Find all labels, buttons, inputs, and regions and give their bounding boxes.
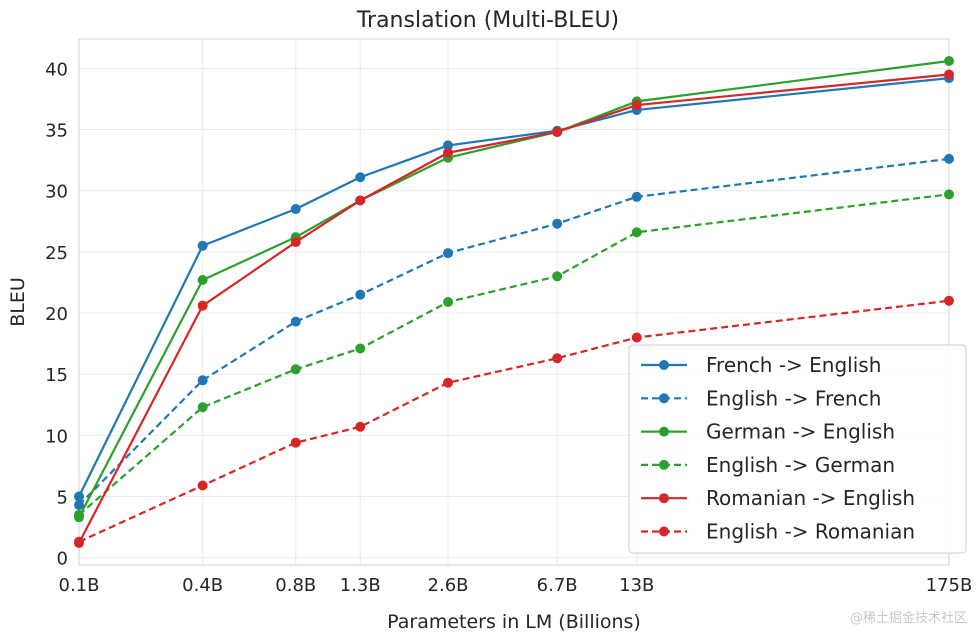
series-line [78,77,950,497]
data-point [631,227,642,238]
y-tick-label: 0 [57,549,68,570]
legend-marker [659,426,669,437]
x-tick-label: 0.8B [275,575,316,596]
x-tick-label: 1.3B [340,575,381,596]
data-point [74,491,84,502]
y-tick-label: 25 [45,243,68,264]
data-point [197,402,208,413]
data-point [552,353,563,364]
legend-marker [659,459,669,470]
y-axis-label: BLEU [7,277,29,327]
y-tick-label: 10 [45,426,68,447]
data-point [552,271,563,282]
data-point [443,147,454,158]
data-point [197,274,208,285]
data-point [552,218,563,229]
legend-box [628,344,967,554]
data-point [355,289,366,300]
series-line [78,73,950,544]
data-point [355,421,366,432]
series-line [78,193,950,516]
data-point [944,189,954,200]
series-group [74,153,954,511]
axis-ticks: 0 5 10 15 20 25 30 35 40 0.1B 0.4B 0.8B 1.3B 2.6B 6.7B… [45,59,972,596]
y-tick-label: 30 [45,182,68,203]
data-point [443,377,454,388]
data-point [74,500,84,511]
x-tick-label: 6.7B [537,575,578,596]
legend-label: French -> English [706,353,881,377]
y-tick-label: 15 [45,365,68,386]
data-point [290,237,301,248]
data-point [443,248,454,259]
watermark-text: @稀土掘金技术社区 [849,611,967,626]
data-point [944,69,954,80]
series-line [78,59,950,518]
data-point [197,375,208,386]
data-point [944,295,954,306]
data-point [355,172,366,183]
x-tick-label: 0.1B [59,575,100,596]
series-group [74,295,954,547]
data-point [355,195,366,206]
data-point [443,297,454,307]
data-point [290,316,301,327]
data-point [631,191,642,202]
legend-label: Romanian -> English [706,486,915,510]
data-point [631,100,642,111]
series-line [78,299,950,543]
data-point [197,480,208,491]
data-point [74,509,84,520]
y-tick-label: 20 [45,304,68,325]
legend-marker [659,360,669,370]
series-group [74,189,954,520]
data-point [944,153,954,164]
data-point [74,536,84,547]
data-point [443,140,454,151]
x-tick-label: 0.4B [182,575,223,596]
data-point [944,56,954,67]
legend-label: German -> English [706,420,895,444]
y-tick-label: 40 [45,59,68,80]
legend: French -> English English -> French German… [628,344,967,554]
series-layer [74,56,954,548]
y-tick-label: 35 [45,121,68,142]
legend-marker [659,493,669,504]
x-axis-label: Parameters in LM (Billions) [387,611,641,633]
legend-label: English -> French [706,386,881,410]
legend-marker [659,393,669,404]
legend-label: English -> German [706,453,895,477]
legend-marker [659,526,669,537]
x-tick-label: 175B [926,575,973,596]
chart-title: Translation (Multi-BLEU) [356,8,619,33]
legend-label: English -> Romanian [706,520,915,544]
data-point [290,204,301,215]
x-tick-label: 2.6B [428,575,469,596]
data-point [631,332,642,343]
data-point [197,240,208,251]
data-point [552,126,563,137]
x-tick-label: 13B [619,575,654,596]
y-tick-label: 5 [57,487,68,508]
data-point [355,343,366,354]
data-point [197,300,208,311]
data-point [290,364,301,375]
data-point [290,437,301,448]
